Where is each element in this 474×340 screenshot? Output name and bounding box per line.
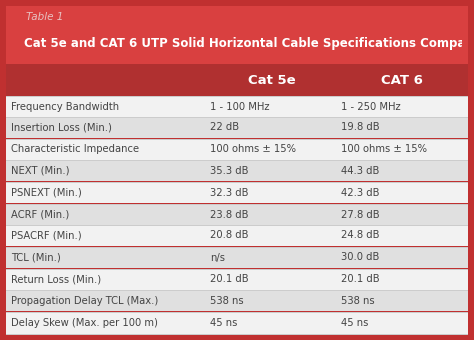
- Text: PSACRF (Min.): PSACRF (Min.): [11, 231, 82, 240]
- Text: Propagation Delay TCL (Max.): Propagation Delay TCL (Max.): [11, 295, 158, 306]
- Text: NEXT (Min.): NEXT (Min.): [11, 166, 70, 175]
- Text: 20.1 dB: 20.1 dB: [210, 274, 249, 285]
- Text: TCL (Min.): TCL (Min.): [11, 253, 61, 262]
- Text: 22 dB: 22 dB: [210, 122, 239, 133]
- Text: 27.8 dB: 27.8 dB: [341, 209, 380, 220]
- Text: 538 ns: 538 ns: [210, 295, 244, 306]
- Text: PSNEXT (Min.): PSNEXT (Min.): [11, 187, 82, 198]
- Text: 45 ns: 45 ns: [341, 318, 368, 328]
- Text: Return Loss (Min.): Return Loss (Min.): [11, 274, 101, 285]
- Text: 23.8 dB: 23.8 dB: [210, 209, 248, 220]
- Text: 24.8 dB: 24.8 dB: [341, 231, 380, 240]
- Text: Characteristic Impedance: Characteristic Impedance: [11, 144, 139, 154]
- Text: 45 ns: 45 ns: [210, 318, 237, 328]
- Text: 1 - 100 MHz: 1 - 100 MHz: [210, 102, 270, 112]
- Text: 100 ohms ± 15%: 100 ohms ± 15%: [210, 144, 296, 154]
- Text: Frequency Bandwidth: Frequency Bandwidth: [11, 102, 119, 112]
- Text: ACRF (Min.): ACRF (Min.): [11, 209, 69, 220]
- Text: 100 ohms ± 15%: 100 ohms ± 15%: [341, 144, 427, 154]
- Text: Table 1: Table 1: [26, 12, 63, 22]
- Text: Cat 5e and CAT 6 UTP Solid Horizontal Cable Specifications Comparison.: Cat 5e and CAT 6 UTP Solid Horizontal Ca…: [24, 36, 474, 50]
- Text: 20.1 dB: 20.1 dB: [341, 274, 380, 285]
- Text: n/s: n/s: [210, 253, 225, 262]
- Text: 20.8 dB: 20.8 dB: [210, 231, 248, 240]
- Text: Insertion Loss (Min.): Insertion Loss (Min.): [11, 122, 112, 133]
- Text: 32.3 dB: 32.3 dB: [210, 187, 248, 198]
- Text: 42.3 dB: 42.3 dB: [341, 187, 380, 198]
- Text: CAT 6: CAT 6: [381, 73, 422, 86]
- Text: 538 ns: 538 ns: [341, 295, 374, 306]
- Text: 30.0 dB: 30.0 dB: [341, 253, 379, 262]
- Text: 1 - 250 MHz: 1 - 250 MHz: [341, 102, 401, 112]
- Text: 44.3 dB: 44.3 dB: [341, 166, 379, 175]
- Text: 35.3 dB: 35.3 dB: [210, 166, 248, 175]
- Text: Cat 5e: Cat 5e: [248, 73, 295, 86]
- Text: 19.8 dB: 19.8 dB: [341, 122, 380, 133]
- Text: Delay Skew (Max. per 100 m): Delay Skew (Max. per 100 m): [11, 318, 158, 328]
